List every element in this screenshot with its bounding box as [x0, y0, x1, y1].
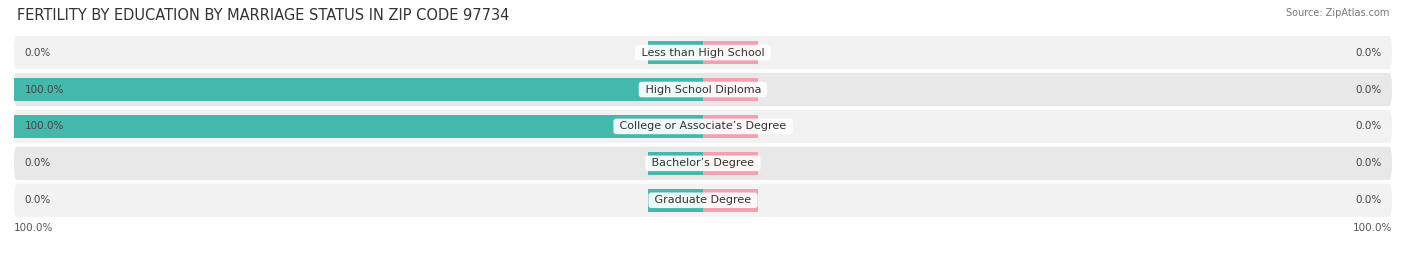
Text: 0.0%: 0.0%	[1355, 121, 1382, 132]
Bar	[703, 41, 758, 64]
Text: 100.0%: 100.0%	[1353, 223, 1392, 233]
Text: 100.0%: 100.0%	[24, 84, 63, 94]
FancyBboxPatch shape	[14, 73, 1392, 106]
Text: 0.0%: 0.0%	[24, 48, 51, 58]
Bar	[703, 78, 758, 101]
Text: 0.0%: 0.0%	[1355, 48, 1382, 58]
FancyBboxPatch shape	[14, 36, 1392, 69]
FancyBboxPatch shape	[14, 147, 1392, 180]
FancyBboxPatch shape	[14, 184, 1392, 217]
Bar	[648, 152, 703, 175]
Text: 0.0%: 0.0%	[24, 158, 51, 168]
Bar	[14, 115, 703, 138]
Text: 100.0%: 100.0%	[24, 121, 63, 132]
Bar	[648, 41, 703, 64]
Text: Bachelor’s Degree: Bachelor’s Degree	[648, 158, 758, 168]
Text: Less than High School: Less than High School	[638, 48, 768, 58]
Text: FERTILITY BY EDUCATION BY MARRIAGE STATUS IN ZIP CODE 97734: FERTILITY BY EDUCATION BY MARRIAGE STATU…	[17, 8, 509, 23]
Text: High School Diploma: High School Diploma	[641, 84, 765, 94]
Text: 0.0%: 0.0%	[24, 195, 51, 205]
Bar	[14, 78, 703, 101]
Bar	[703, 115, 758, 138]
Text: 0.0%: 0.0%	[1355, 195, 1382, 205]
Text: 100.0%: 100.0%	[14, 223, 53, 233]
Bar	[703, 189, 758, 212]
Text: 0.0%: 0.0%	[1355, 158, 1382, 168]
FancyBboxPatch shape	[14, 110, 1392, 143]
Bar	[703, 152, 758, 175]
Text: 0.0%: 0.0%	[1355, 84, 1382, 94]
Text: College or Associate’s Degree: College or Associate’s Degree	[616, 121, 790, 132]
Text: Source: ZipAtlas.com: Source: ZipAtlas.com	[1285, 8, 1389, 18]
Text: Graduate Degree: Graduate Degree	[651, 195, 755, 205]
Bar	[648, 189, 703, 212]
